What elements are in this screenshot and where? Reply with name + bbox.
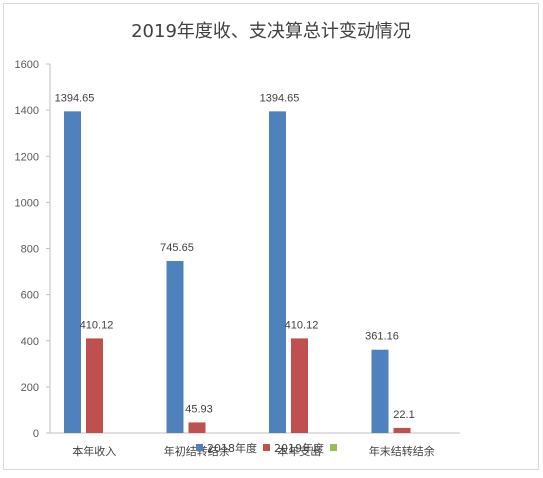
data-label: 1394.65 <box>55 92 95 104</box>
data-label: 745.65 <box>160 242 194 254</box>
bar-series-1-3 <box>393 427 411 433</box>
chart-title: 2019年度收、支决算总计变动情况 <box>131 21 411 42</box>
y-axis-ticks: 0 200 400 600 800 1000 1200 1400 1600 <box>15 59 50 440</box>
bar-series-0-0 <box>64 111 81 434</box>
bar-series-1-1 <box>188 422 206 433</box>
bar-series-1-2 <box>291 338 308 433</box>
legend: 2018年度 2019年度 <box>196 441 337 455</box>
y-tick-label: 1600 <box>15 59 39 71</box>
category-label: 本年支出 <box>277 444 321 458</box>
y-tick-label: 800 <box>21 244 39 256</box>
legend-label: 2018年度 <box>207 441 257 455</box>
legend-swatch <box>263 444 270 451</box>
legend-swatch <box>330 444 337 451</box>
category-labels: 本年收入 年初结转结余 本年支出 年末结转结余 <box>72 444 435 458</box>
bar-series-0-3 <box>371 349 389 433</box>
data-label: 45.93 <box>185 403 213 415</box>
y-tick-label: 1400 <box>15 105 39 117</box>
legend-label: 2019年度 <box>274 441 324 455</box>
legend-swatch <box>196 444 203 451</box>
data-label: 410.12 <box>80 319 114 331</box>
y-tick-label: 600 <box>21 290 39 302</box>
chart-frame <box>3 3 539 470</box>
bars <box>64 111 411 434</box>
category-label: 年末结转结余 <box>369 444 435 458</box>
data-label: 361.16 <box>365 331 399 343</box>
data-label: 410.12 <box>285 319 319 331</box>
bar-series-0-2 <box>269 111 286 434</box>
y-tick-label: 0 <box>33 428 39 440</box>
category-label: 本年收入 <box>72 444 116 458</box>
bar-series-0-1 <box>166 261 184 433</box>
y-tick-label: 1200 <box>15 151 39 163</box>
data-labels: 1394.65 410.12 745.65 45.93 1394.65 410.12 361… <box>55 92 415 421</box>
y-tick-label: 1000 <box>15 197 39 209</box>
data-label: 1394.65 <box>260 92 300 104</box>
data-label: 22.1 <box>393 409 414 421</box>
bar-series-1-0 <box>86 338 103 433</box>
y-tick-label: 200 <box>21 382 39 394</box>
y-tick-label: 400 <box>21 336 39 348</box>
